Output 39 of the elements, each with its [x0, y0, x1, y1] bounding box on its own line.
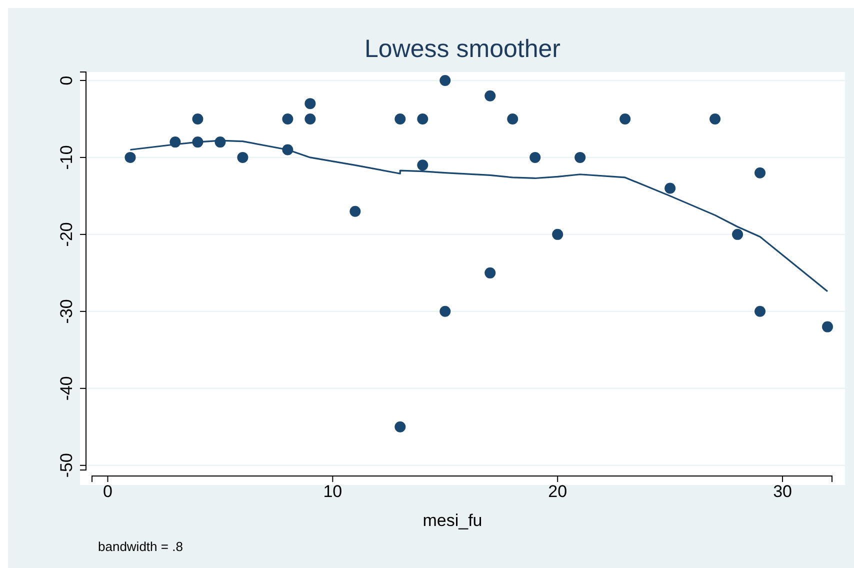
y-tick-label: -30: [57, 299, 76, 324]
point: [530, 152, 541, 163]
point: [304, 113, 316, 124]
point: [552, 228, 564, 240]
point: [822, 321, 833, 332]
point: [484, 267, 496, 278]
y-tick-label: -40: [57, 376, 76, 401]
x-tick-label: 20: [548, 482, 568, 502]
point: [417, 160, 428, 171]
x-tick-label: 30: [773, 482, 792, 502]
point: [732, 228, 744, 240]
point: [417, 113, 428, 124]
x-tick-label: 10: [323, 482, 342, 502]
point: [192, 113, 204, 124]
point: [754, 167, 766, 178]
point: [484, 90, 496, 102]
point: [237, 152, 248, 163]
x-tick-label: 0: [103, 482, 112, 502]
chart-title: Lowess smoother: [364, 35, 560, 63]
y-tick-label: -20: [57, 222, 76, 247]
point: [394, 421, 406, 432]
point: [350, 206, 361, 217]
point: [710, 113, 721, 124]
x-axis-title: mesi_fu: [422, 511, 482, 530]
point: [574, 152, 586, 163]
point: [507, 113, 518, 124]
point: [304, 98, 316, 110]
point: [440, 74, 451, 86]
y-tick-label: -10: [57, 145, 76, 170]
text: bandwidth = .8: [98, 539, 183, 554]
point: [394, 113, 406, 124]
point: [620, 113, 631, 124]
point: [440, 306, 451, 317]
point: [282, 113, 294, 124]
point: [124, 152, 136, 163]
point: [664, 182, 676, 194]
point: [754, 306, 766, 317]
y-tick-label: 0: [57, 76, 76, 86]
y-tick-label: -50: [57, 453, 76, 478]
